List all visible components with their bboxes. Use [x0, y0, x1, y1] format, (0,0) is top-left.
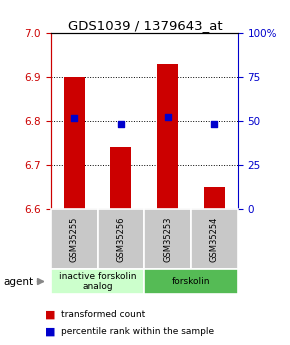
Bar: [64, 77, 85, 209]
Text: GSM35255: GSM35255: [70, 216, 79, 262]
Text: forskolin: forskolin: [172, 277, 210, 286]
Text: GDS1039 / 1379643_at: GDS1039 / 1379643_at: [68, 19, 222, 32]
Point: [72, 115, 77, 121]
Text: transformed count: transformed count: [61, 310, 145, 319]
Bar: [110, 147, 131, 209]
Text: ■: ■: [45, 310, 55, 319]
Bar: [157, 63, 178, 209]
Text: percentile rank within the sample: percentile rank within the sample: [61, 327, 214, 336]
Point: [212, 121, 217, 127]
Text: agent: agent: [3, 277, 33, 286]
Point: [119, 121, 123, 127]
Text: ■: ■: [45, 327, 55, 337]
Text: GSM35254: GSM35254: [210, 216, 219, 262]
Text: inactive forskolin
analog: inactive forskolin analog: [59, 272, 136, 291]
Text: GSM35256: GSM35256: [116, 216, 125, 262]
Bar: [204, 187, 225, 209]
Point: [165, 115, 170, 120]
Text: GSM35253: GSM35253: [163, 216, 172, 262]
